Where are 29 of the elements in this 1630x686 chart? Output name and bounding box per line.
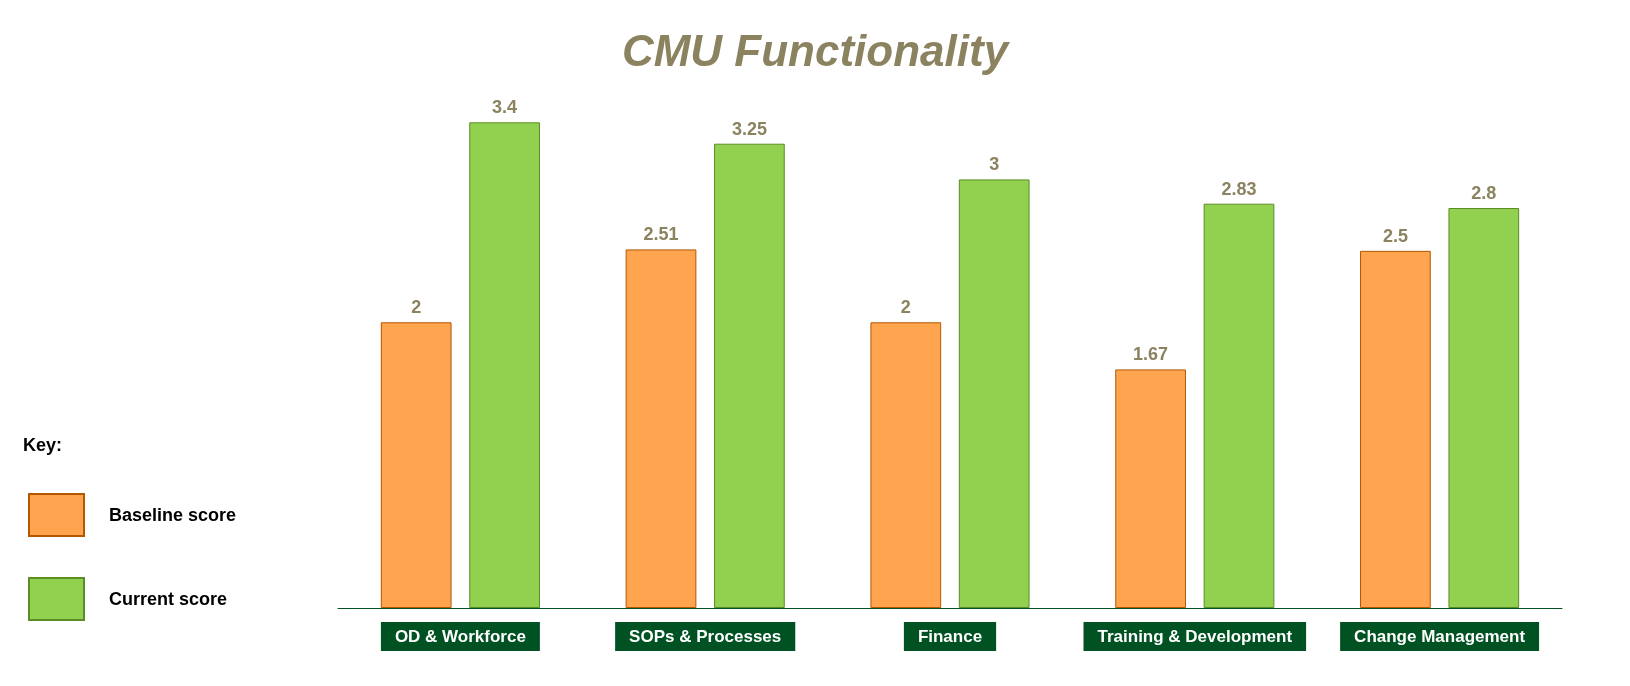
x-tick-label: Finance	[917, 627, 983, 646]
x-tick-label: SOPs & Processes	[629, 627, 782, 646]
bar	[714, 143, 785, 608]
data-label: 1.67	[1133, 344, 1169, 365]
bar	[1203, 203, 1275, 608]
data-label: 3.25	[731, 118, 767, 139]
data-label: 2.5	[1382, 225, 1408, 246]
bar	[625, 249, 697, 608]
data-label: 2.83	[1221, 178, 1257, 199]
data-label: 2.51	[643, 224, 679, 245]
data-label: 3	[989, 154, 1000, 175]
bar	[958, 179, 1030, 608]
x-tick-label: Training & Development	[1097, 627, 1293, 646]
bar	[380, 322, 452, 608]
x-tick-label: Change Management	[1354, 627, 1526, 646]
legend-label: Current score	[109, 589, 228, 609]
data-label: 2	[900, 297, 911, 318]
chart-title: CMU Functionality	[621, 25, 1011, 75]
data-label: 2	[411, 297, 422, 318]
bar	[1360, 250, 1431, 608]
data-label: 2.8	[1471, 183, 1497, 203]
legend-label: Baseline score	[109, 505, 237, 525]
legend-title: Key:	[23, 435, 63, 455]
bar	[1448, 208, 1520, 608]
bar	[469, 122, 540, 608]
bar	[870, 322, 942, 608]
data-label: 3.4	[492, 97, 518, 118]
x-tick-label: OD & Workforce	[394, 627, 526, 646]
bar	[1115, 369, 1186, 608]
